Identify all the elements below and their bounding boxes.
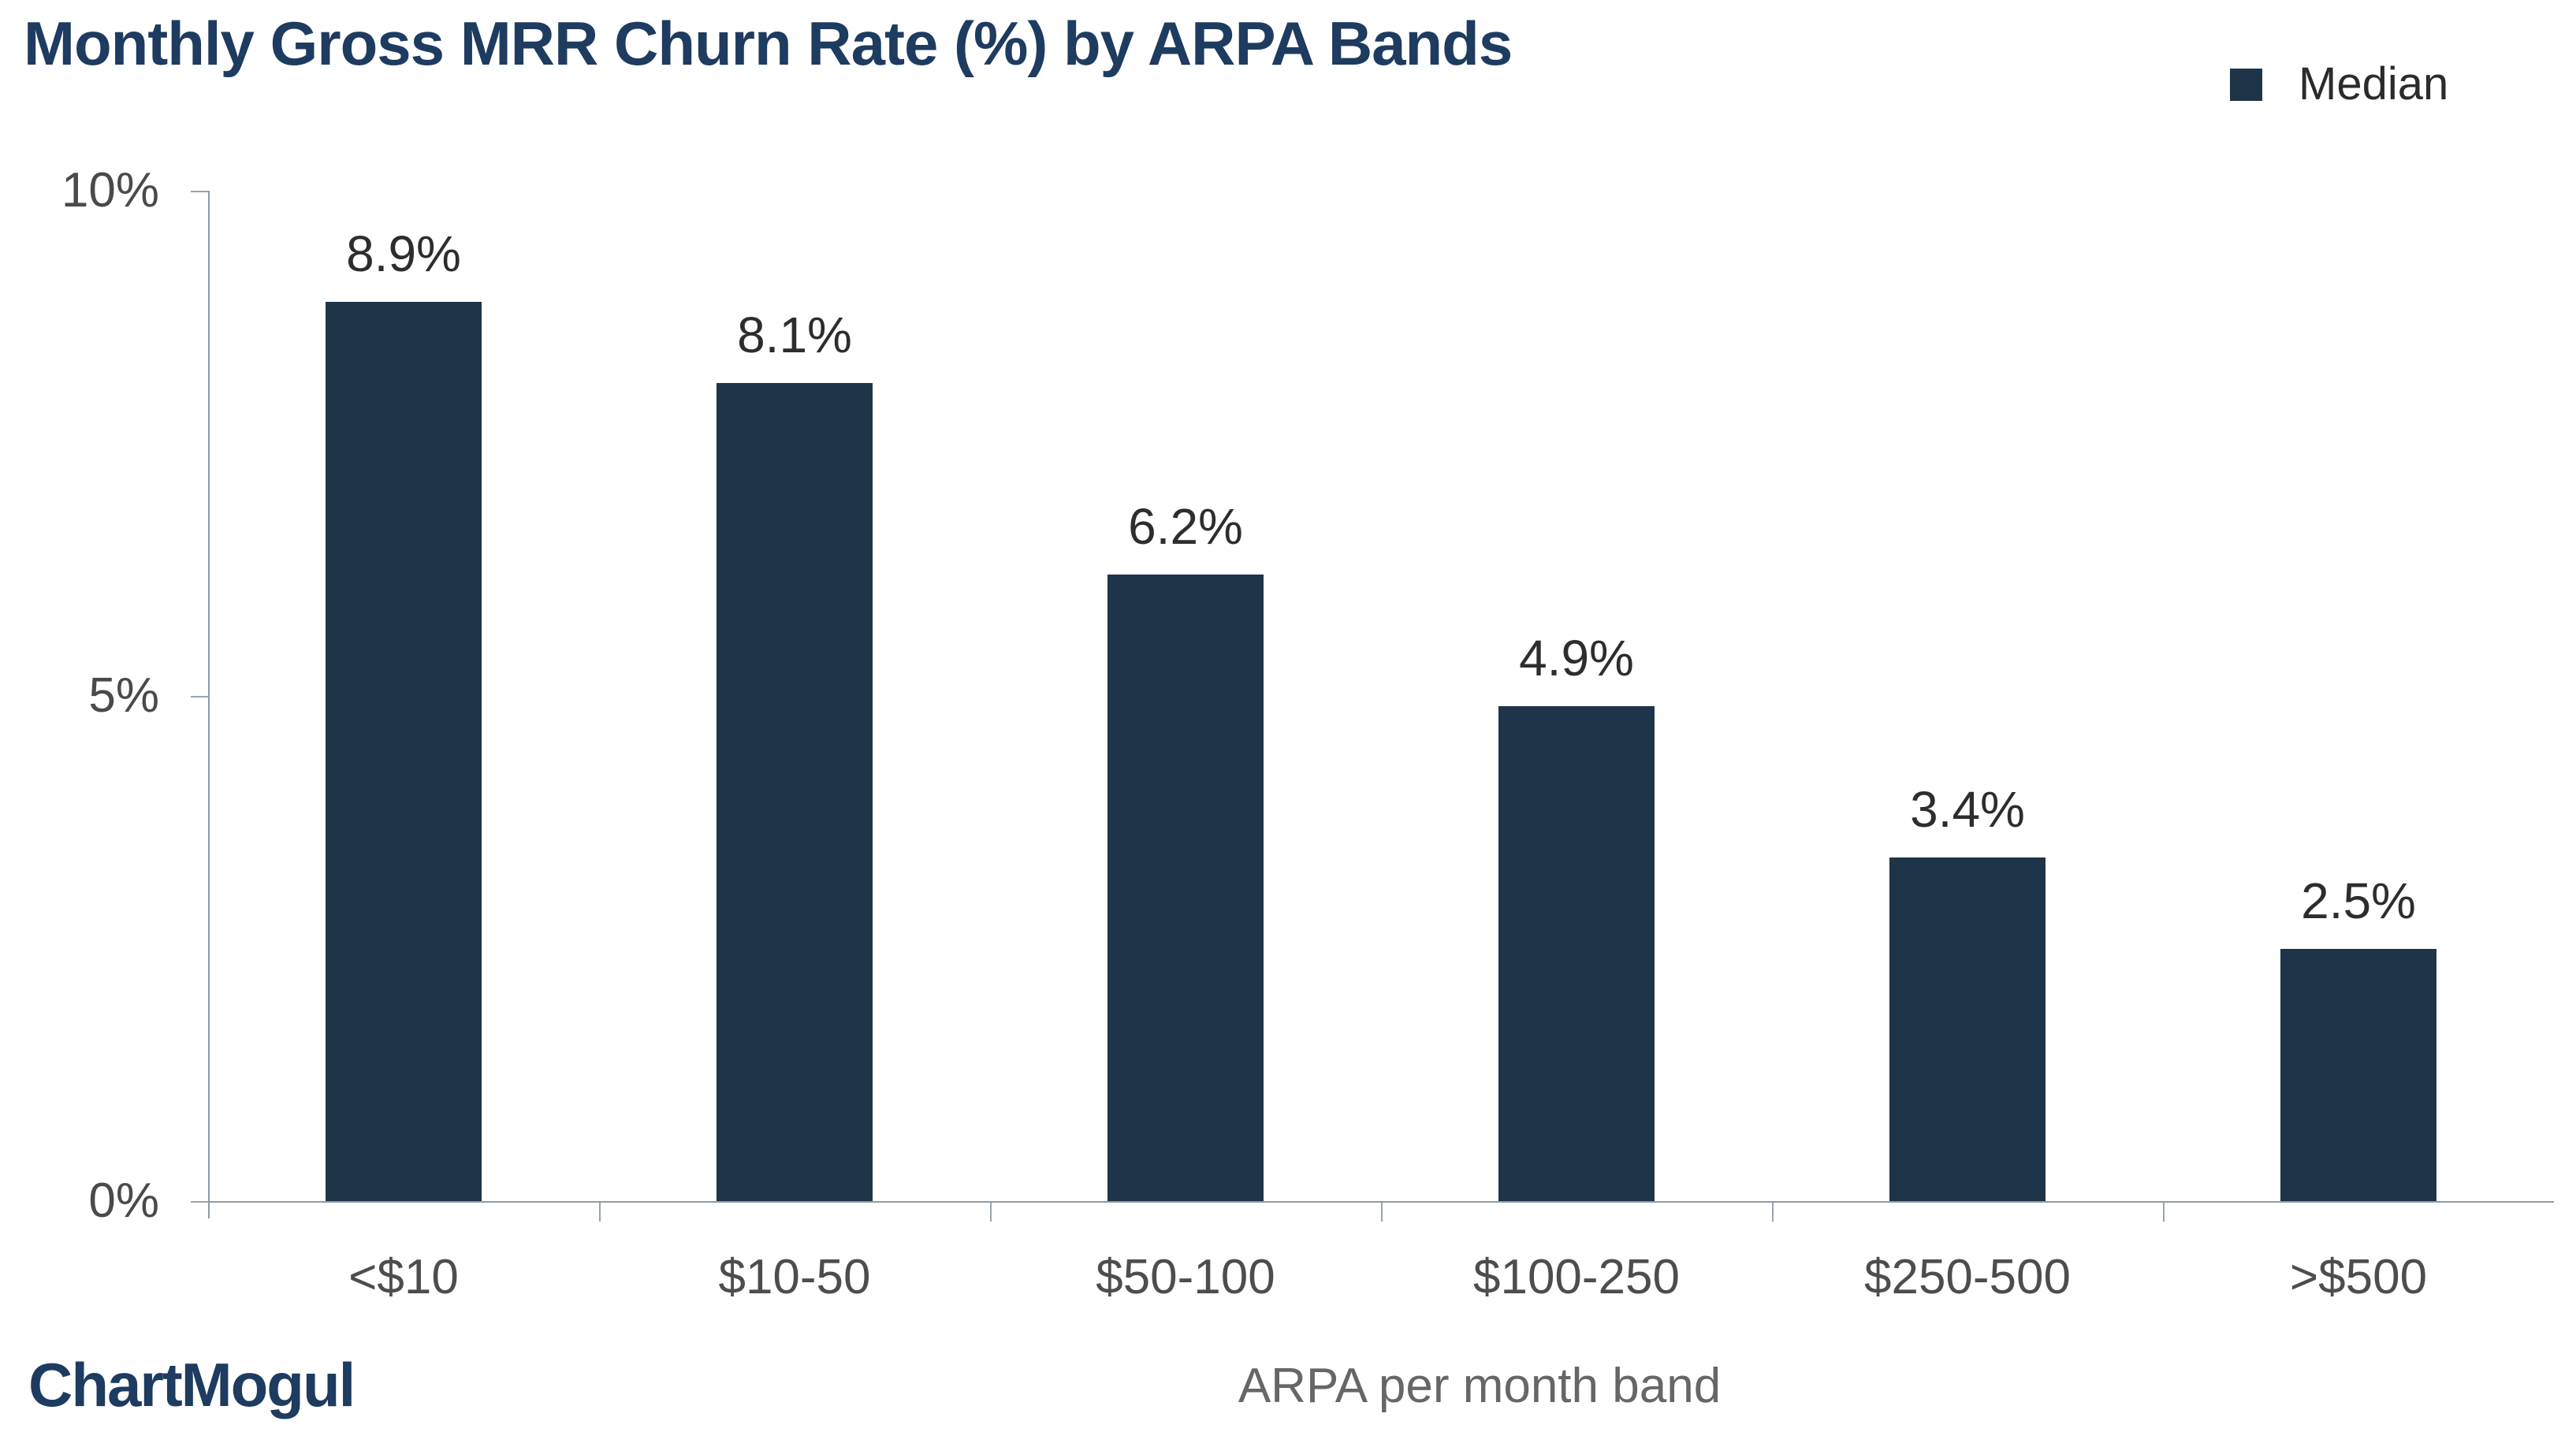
x-axis-tick: [990, 1203, 992, 1222]
bar-value-label: 2.5%: [2301, 872, 2416, 929]
bar[interactable]: [717, 382, 873, 1201]
x-axis-tick: [1772, 1203, 1774, 1222]
x-axis-tick: [2163, 1203, 2165, 1222]
bar-value-label: 6.2%: [1128, 498, 1243, 556]
x-axis-line: [208, 1201, 2554, 1203]
legend-swatch-median: [2230, 68, 2262, 101]
y-axis-tick: [191, 1201, 208, 1203]
bar[interactable]: [1107, 575, 1264, 1201]
y-axis-tick: [191, 696, 208, 697]
x-axis-tick: [1381, 1203, 1383, 1222]
bar[interactable]: [1889, 857, 2046, 1201]
y-axis-tick: [191, 191, 208, 192]
x-axis-category-label: $250-500: [1863, 1250, 2072, 1304]
y-axis-label: 0%: [88, 1174, 159, 1228]
bar[interactable]: [1498, 705, 1655, 1201]
bar[interactable]: [326, 302, 482, 1201]
chartmogul-logo: ChartMogul: [28, 1350, 356, 1419]
x-axis-category-label: $50-100: [1096, 1250, 1275, 1304]
x-axis-category-label: $10-50: [718, 1250, 871, 1304]
x-axis-category-label: <$10: [348, 1250, 459, 1304]
bar-value-label: 8.9%: [346, 225, 461, 283]
y-axis-label: 10%: [61, 163, 159, 218]
chart-title: Monthly Gross MRR Churn Rate (%) by ARPA…: [24, 9, 1513, 78]
x-axis-category-label: $100-250: [1472, 1250, 1681, 1304]
bar[interactable]: [2280, 948, 2436, 1201]
y-axis-label: 5%: [88, 668, 159, 723]
bar-value-label: 3.4%: [1910, 781, 2025, 839]
x-axis-category-label: >$500: [2289, 1250, 2428, 1304]
x-axis-title: ARPA per month band: [1238, 1359, 1722, 1413]
legend[interactable]: Median: [2230, 61, 2448, 107]
legend-label-median: Median: [2299, 58, 2449, 110]
bar-value-label: 4.9%: [1519, 629, 1634, 686]
y-axis-line: [208, 191, 210, 1218]
bar-value-label: 8.1%: [737, 306, 852, 363]
x-axis-tick: [599, 1203, 601, 1222]
